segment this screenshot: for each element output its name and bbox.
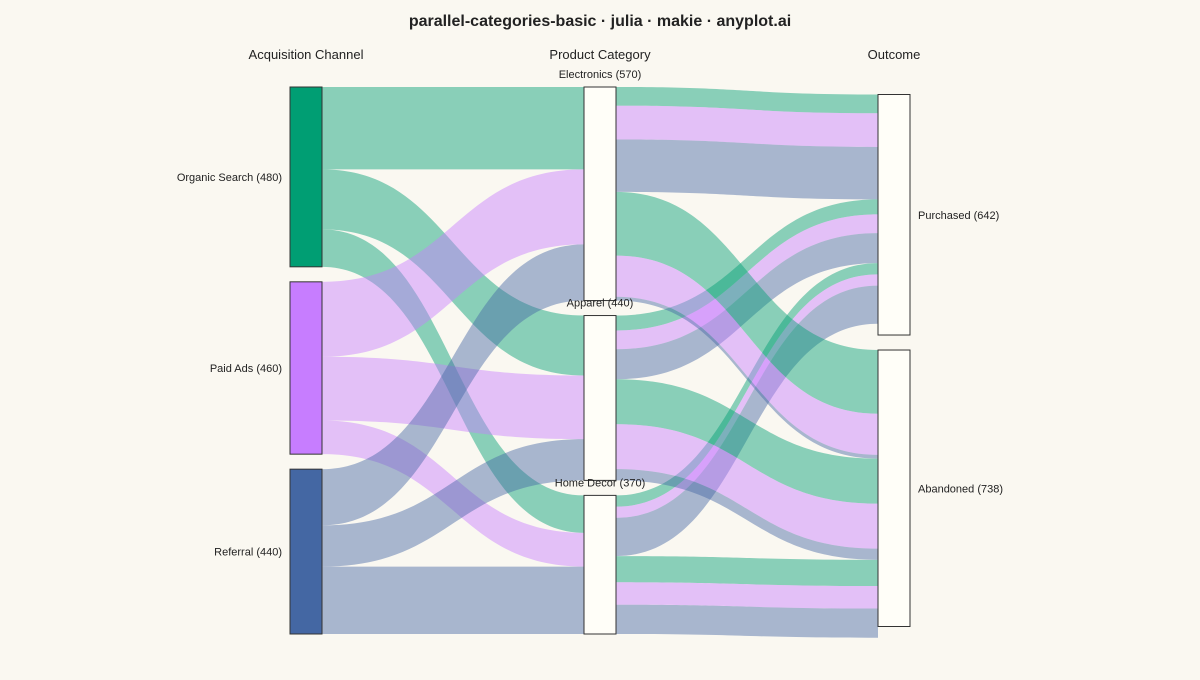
ribbon-referral-to-home-decor xyxy=(322,566,584,634)
node-electronics xyxy=(583,86,617,302)
ribbon-apparel-referral-to-abandoned xyxy=(616,469,878,560)
ribbon-referral-to-apparel xyxy=(322,439,584,567)
node-purchased xyxy=(877,94,911,336)
ribbon-apparel-organic-search-to-purchased xyxy=(616,199,878,331)
ribbon-paid-ads-to-electronics xyxy=(322,169,584,357)
node-abandoned xyxy=(877,349,911,627)
dimension-title-outcome: Outcome xyxy=(868,47,921,62)
ribbons-category-to-outcome xyxy=(616,87,878,638)
node-label-purchased: Purchased (642) xyxy=(918,210,999,222)
ribbon-electronics-paid-ads-to-purchased xyxy=(616,105,878,147)
ribbon-referral-to-electronics xyxy=(322,244,584,526)
ribbon-electronics-organic-search-to-abandoned xyxy=(616,191,878,414)
ribbon-electronics-referral-to-abandoned xyxy=(616,296,878,459)
chart-title: parallel-categories-basic · julia · maki… xyxy=(409,13,791,30)
ribbon-paid-ads-to-home-decor xyxy=(322,420,584,567)
ribbon-organic-search-to-apparel xyxy=(322,169,584,376)
node-label-home-decor: Home Decor (370) xyxy=(555,477,645,489)
ribbon-organic-search-to-electronics xyxy=(322,87,584,170)
ribbon-apparel-paid-ads-to-purchased xyxy=(616,214,878,350)
node-label-organic-search: Organic Search (480) xyxy=(177,172,282,184)
ribbon-electronics-referral-to-purchased xyxy=(616,139,878,200)
node-referral xyxy=(289,468,323,635)
ribbons-channel-to-category xyxy=(322,87,584,634)
ribbon-home-decor-organic-search-to-purchased xyxy=(616,263,878,507)
ribbon-home-decor-paid-ads-to-abandoned xyxy=(616,582,878,609)
dimension-title-acquisition-channel: Acquisition Channel xyxy=(249,47,364,62)
node-home-decor xyxy=(583,494,617,635)
ribbon-home-decor-referral-to-purchased xyxy=(616,285,878,557)
ribbon-electronics-paid-ads-to-abandoned xyxy=(616,255,878,455)
dimension-title-product-category: Product Category xyxy=(549,47,651,62)
ribbon-electronics-organic-search-to-purchased xyxy=(616,87,878,114)
ribbon-home-decor-referral-to-abandoned xyxy=(616,604,878,638)
ribbon-apparel-referral-to-purchased xyxy=(616,233,878,380)
node-organic-search xyxy=(289,86,323,268)
ribbon-home-decor-paid-ads-to-purchased xyxy=(616,274,878,518)
node-label-paid-ads: Paid Ads (460) xyxy=(210,363,282,375)
node-label-abandoned: Abandoned (738) xyxy=(918,483,1003,495)
node-label-referral: Referral (440) xyxy=(214,547,282,559)
category-labels: Organic Search (480) Paid Ads (460) Referr… xyxy=(177,69,1003,559)
category-nodes xyxy=(289,86,911,635)
ribbon-home-decor-organic-search-to-abandoned xyxy=(616,556,878,587)
node-label-electronics: Electronics (570) xyxy=(559,69,642,81)
node-apparel xyxy=(583,315,617,481)
ribbon-paid-ads-to-apparel xyxy=(322,356,584,440)
node-paid-ads xyxy=(289,281,323,455)
ribbon-apparel-organic-search-to-abandoned xyxy=(616,379,878,504)
ribbon-organic-search-to-home-decor xyxy=(322,229,584,533)
ribbon-apparel-paid-ads-to-abandoned xyxy=(616,424,878,549)
node-label-apparel: Apparel (440) xyxy=(567,298,634,310)
